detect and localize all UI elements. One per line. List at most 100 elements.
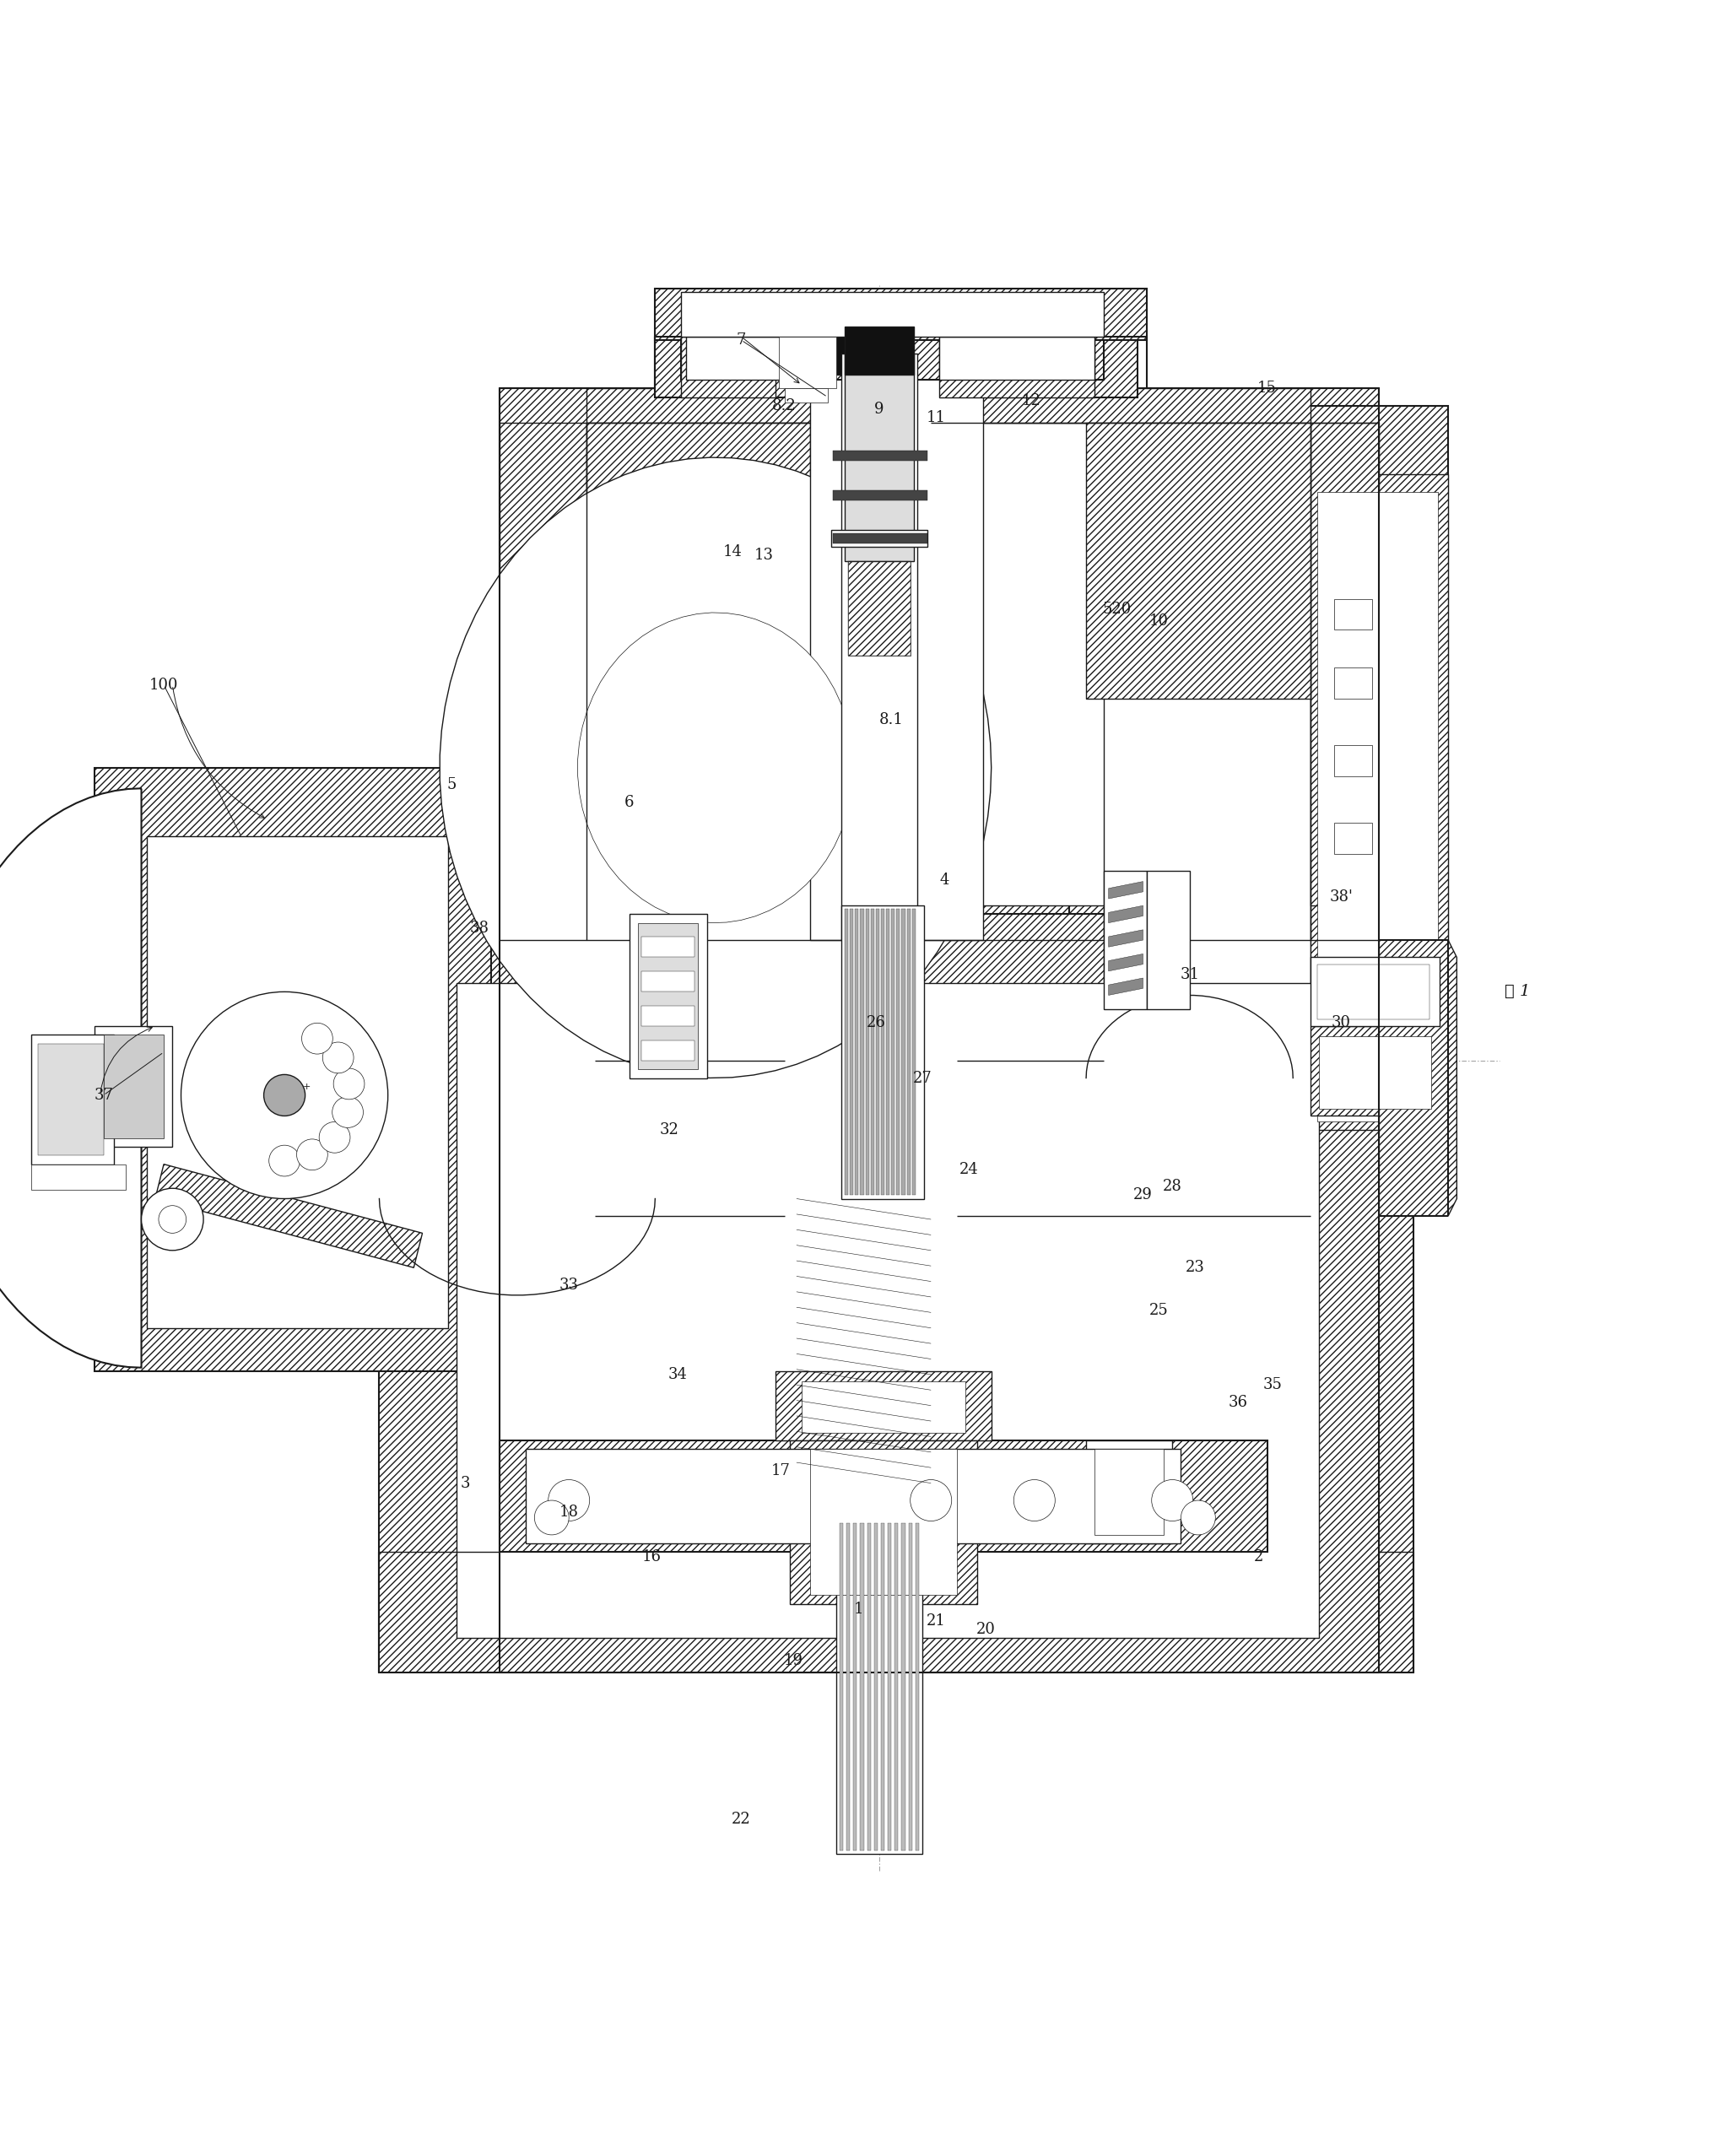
Text: 8.1: 8.1 bbox=[879, 711, 903, 727]
Text: +: + bbox=[303, 1082, 310, 1091]
Text: 35: 35 bbox=[1262, 1378, 1283, 1393]
Text: 38: 38 bbox=[469, 921, 490, 936]
Bar bbox=[833, 489, 928, 500]
Bar bbox=[779, 336, 836, 388]
Text: 100: 100 bbox=[150, 677, 178, 692]
Bar bbox=[638, 923, 698, 1069]
Bar bbox=[1317, 964, 1429, 1020]
Bar bbox=[681, 336, 776, 397]
Bar bbox=[1317, 492, 1438, 1121]
Bar bbox=[1334, 599, 1372, 630]
Bar bbox=[909, 1522, 912, 1850]
Text: 25: 25 bbox=[1148, 1302, 1169, 1317]
Circle shape bbox=[141, 1188, 203, 1250]
Text: 23: 23 bbox=[1184, 1259, 1205, 1274]
Bar bbox=[886, 910, 890, 1194]
Bar bbox=[500, 423, 586, 906]
Text: 30: 30 bbox=[1331, 1015, 1352, 1031]
Bar bbox=[853, 1522, 857, 1850]
Bar bbox=[841, 354, 917, 940]
Text: 6: 6 bbox=[624, 796, 634, 811]
Bar bbox=[1095, 1449, 1164, 1535]
Text: 17: 17 bbox=[771, 1464, 791, 1479]
Text: 14: 14 bbox=[722, 545, 743, 561]
Bar bbox=[1069, 405, 1448, 1164]
Polygon shape bbox=[1109, 953, 1143, 970]
Text: 27: 27 bbox=[912, 1069, 933, 1087]
Text: 2: 2 bbox=[1253, 1550, 1264, 1565]
Circle shape bbox=[333, 1097, 364, 1128]
Circle shape bbox=[297, 1138, 328, 1171]
Bar bbox=[1103, 474, 1310, 1130]
Bar bbox=[1319, 1037, 1431, 1108]
Text: 32: 32 bbox=[659, 1121, 679, 1138]
Circle shape bbox=[269, 1145, 300, 1177]
Bar bbox=[841, 906, 924, 1199]
Text: 12: 12 bbox=[1021, 392, 1041, 407]
Polygon shape bbox=[1109, 882, 1143, 899]
Bar bbox=[810, 354, 983, 940]
Bar bbox=[641, 936, 695, 957]
Bar bbox=[802, 1382, 965, 1434]
Text: 520: 520 bbox=[1103, 602, 1131, 617]
Polygon shape bbox=[1109, 906, 1143, 923]
Bar bbox=[526, 1449, 1181, 1544]
Bar bbox=[103, 1035, 164, 1138]
Bar bbox=[940, 336, 1095, 379]
Bar bbox=[641, 1005, 695, 1026]
Bar bbox=[776, 1371, 991, 1440]
Bar bbox=[1334, 824, 1372, 854]
Bar bbox=[1310, 957, 1440, 1026]
Text: 34: 34 bbox=[667, 1367, 688, 1382]
Bar bbox=[500, 1440, 1267, 1552]
Text: 8.2: 8.2 bbox=[772, 399, 796, 414]
Bar bbox=[846, 1522, 850, 1850]
Bar bbox=[871, 910, 874, 1194]
Bar bbox=[1310, 1026, 1440, 1117]
Polygon shape bbox=[1109, 979, 1143, 996]
Text: 31: 31 bbox=[1179, 968, 1200, 983]
Text: 29: 29 bbox=[1133, 1188, 1153, 1203]
Bar bbox=[655, 336, 1138, 397]
Bar bbox=[876, 910, 879, 1194]
Polygon shape bbox=[578, 612, 853, 923]
Circle shape bbox=[534, 1501, 569, 1535]
Text: 7: 7 bbox=[736, 332, 746, 347]
Bar bbox=[655, 289, 1146, 341]
Text: 5: 5 bbox=[447, 778, 457, 793]
Bar bbox=[95, 1026, 172, 1147]
Bar bbox=[896, 910, 900, 1194]
Bar bbox=[379, 914, 1414, 1673]
Bar bbox=[586, 423, 1310, 906]
Bar bbox=[641, 1039, 695, 1061]
Bar bbox=[833, 451, 928, 461]
Circle shape bbox=[264, 1074, 305, 1117]
Bar bbox=[629, 914, 707, 1078]
Bar bbox=[38, 1044, 103, 1156]
Bar bbox=[881, 1522, 884, 1850]
Bar bbox=[1310, 957, 1440, 1026]
Text: 9: 9 bbox=[874, 401, 884, 416]
Text: 22: 22 bbox=[731, 1811, 752, 1826]
Bar bbox=[836, 1518, 922, 1854]
Bar bbox=[881, 910, 884, 1194]
Circle shape bbox=[1152, 1479, 1193, 1520]
Bar bbox=[860, 910, 864, 1194]
Circle shape bbox=[910, 1479, 952, 1520]
Text: 19: 19 bbox=[783, 1654, 803, 1669]
Text: 15: 15 bbox=[1257, 382, 1277, 397]
Bar bbox=[855, 910, 859, 1194]
Bar bbox=[845, 354, 914, 561]
Text: 18: 18 bbox=[559, 1505, 579, 1520]
Circle shape bbox=[302, 1022, 333, 1054]
Bar bbox=[907, 910, 910, 1194]
Circle shape bbox=[548, 1479, 590, 1520]
Bar bbox=[147, 837, 448, 1328]
Text: 37: 37 bbox=[93, 1087, 114, 1104]
Bar bbox=[831, 530, 928, 548]
Bar bbox=[641, 970, 695, 992]
Circle shape bbox=[1014, 1479, 1055, 1520]
Bar bbox=[1086, 1440, 1172, 1544]
Bar bbox=[940, 336, 1095, 397]
Text: 38': 38' bbox=[1329, 890, 1353, 906]
